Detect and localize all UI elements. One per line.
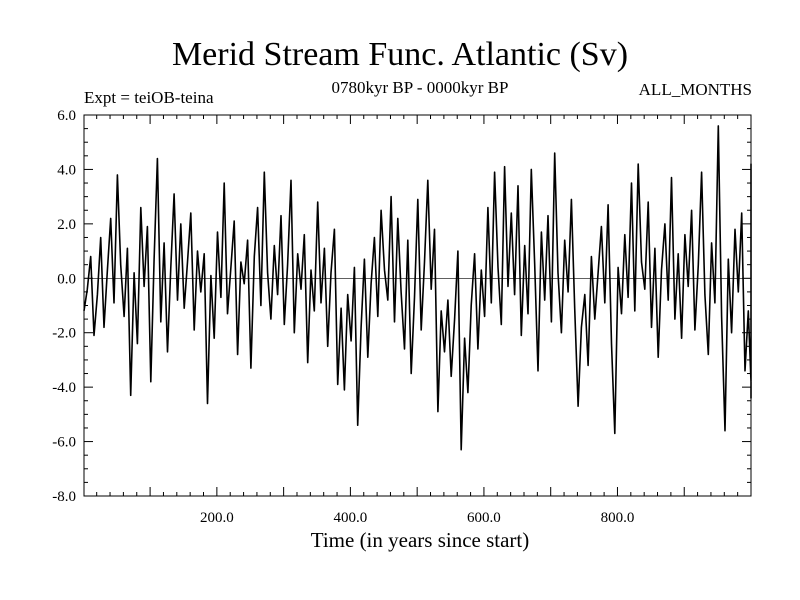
chart-title: Merid Stream Func. Atlantic (Sv) [171, 36, 629, 73]
y-tick-label: 0.0 [57, 271, 76, 287]
x-tick-label: 600.0 [467, 510, 501, 526]
experiment-label: Expt = teiOB-teina [84, 88, 214, 107]
y-tick-label: 2.0 [57, 217, 76, 233]
y-tick-label: 4.0 [57, 162, 76, 178]
x-tick-label: 800.0 [601, 510, 635, 526]
y-tick-label: -6.0 [52, 435, 76, 451]
plot-area: -8.0 -6.0 -4.0 -2.0 0.0 2.0 4.0 6.0 200.0 400.0 60… [52, 108, 752, 526]
x-axis-label: Time (in years since start) [310, 528, 530, 552]
x-tick-label: 400.0 [334, 510, 368, 526]
series-line [83, 125, 752, 451]
y-tick-label: -4.0 [52, 380, 76, 396]
y-tick-label: -8.0 [52, 489, 76, 505]
x-tick-label: 200.0 [200, 510, 234, 526]
y-tick-label: -2.0 [52, 326, 76, 342]
y-tick-label: 6.0 [57, 108, 76, 124]
months-label: ALL_MONTHS [638, 80, 752, 99]
period-label: 0780kyr BP - 0000kyr BP [331, 78, 509, 97]
